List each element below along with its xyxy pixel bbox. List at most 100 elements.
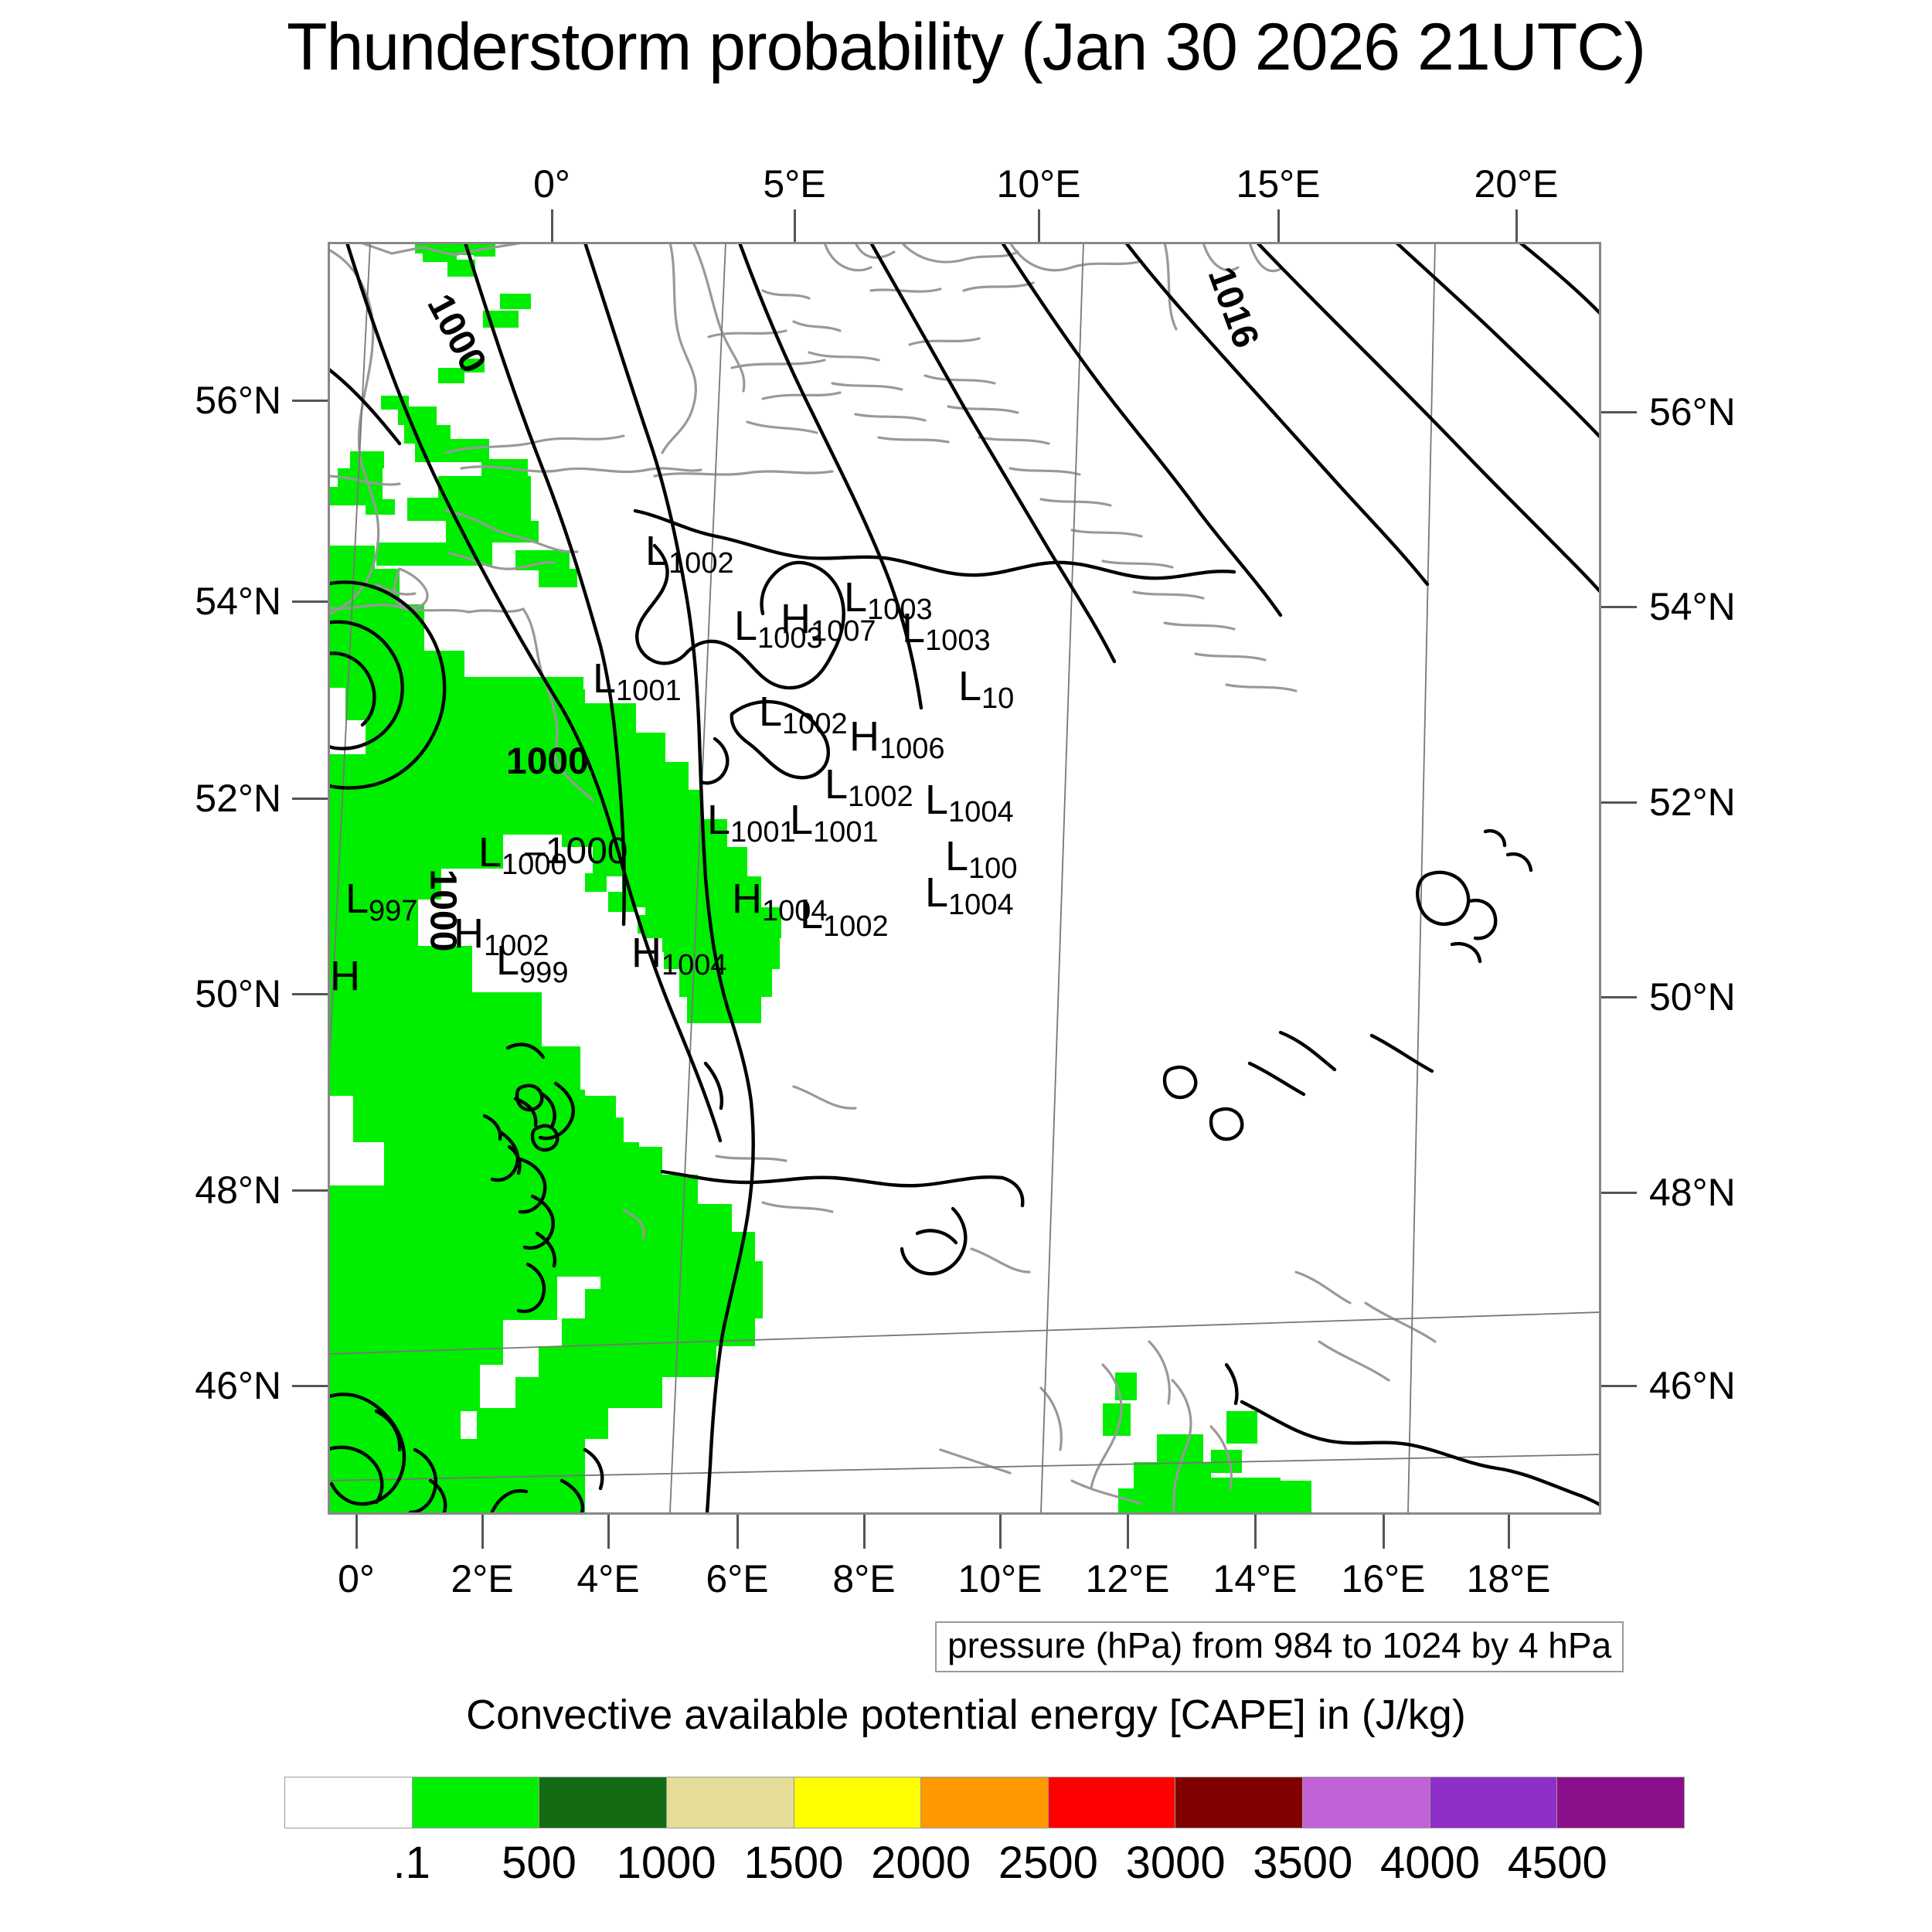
high-pressure-label: H1004 bbox=[732, 876, 828, 927]
low-pressure-label: L1002 bbox=[645, 528, 734, 580]
lat-tick-left: 56°N bbox=[195, 379, 281, 422]
lat-tick-left: 52°N bbox=[195, 777, 281, 820]
lon-tick-top: 0° bbox=[533, 162, 570, 206]
tick-mark bbox=[794, 209, 796, 242]
low-pressure-label: L1004 bbox=[925, 869, 1014, 921]
high-pressure-label: H bbox=[330, 953, 360, 999]
tick-mark bbox=[863, 1515, 866, 1549]
tick-mark bbox=[1127, 1515, 1129, 1549]
lon-tick-bottom: 10°E bbox=[957, 1557, 1043, 1600]
low-pressure-label: L999 bbox=[496, 937, 569, 989]
low-pressure-label: L1003 bbox=[734, 603, 823, 655]
colorbar-caption: Convective available potential energy [C… bbox=[466, 1692, 1466, 1738]
low-pressure-label: L1004 bbox=[925, 777, 1014, 828]
lon-tick-top: 10°E bbox=[996, 162, 1081, 206]
high-pressure-label: H1004 bbox=[631, 930, 727, 981]
coastline-layer bbox=[330, 244, 1437, 1512]
lat-tick-right: 56°N bbox=[1649, 390, 1736, 434]
tick-mark bbox=[1601, 1192, 1637, 1194]
high-pressure-label: H1002 bbox=[454, 910, 549, 962]
pressure-contour-note: pressure (hPa) from 984 to 1024 by 4 hPa bbox=[935, 1621, 1624, 1672]
lon-tick-bottom: 6°E bbox=[706, 1557, 769, 1600]
low-pressure-label: L100 bbox=[945, 833, 1018, 885]
tick-mark bbox=[292, 798, 328, 800]
tick-mark bbox=[1383, 1515, 1385, 1549]
tick-mark bbox=[1601, 606, 1637, 608]
tick-mark bbox=[1601, 801, 1637, 804]
colorbar-tick: 2500 bbox=[998, 1838, 1098, 1888]
colorbar-swatch-3[interactable] bbox=[666, 1777, 794, 1828]
tick-mark bbox=[292, 1189, 328, 1192]
lon-tick-bottom: 8°E bbox=[832, 1557, 896, 1600]
tick-mark bbox=[1601, 1385, 1637, 1387]
isobar-layer bbox=[330, 244, 1599, 1512]
lat-tick-right: 54°N bbox=[1649, 585, 1736, 628]
low-pressure-label: L997 bbox=[345, 876, 418, 927]
colorbar-swatch-5[interactable] bbox=[921, 1777, 1049, 1828]
low-pressure-label: L1001 bbox=[707, 797, 796, 849]
tick-mark bbox=[292, 993, 328, 995]
colorbar-tick: 1000 bbox=[616, 1838, 716, 1888]
lon-tick-top: 15°E bbox=[1236, 162, 1321, 206]
tick-mark bbox=[292, 600, 328, 603]
tick-mark bbox=[1515, 209, 1518, 242]
colorbar-tick: 500 bbox=[502, 1838, 577, 1888]
tick-mark bbox=[292, 1385, 328, 1387]
lon-tick-bottom: 14°E bbox=[1213, 1557, 1298, 1600]
tick-mark bbox=[481, 1515, 484, 1549]
map-plot-area[interactable]: 1000 1016 1000 1000 –1000 L1002 L1003 H100… bbox=[328, 242, 1601, 1515]
colorbar-swatch-2[interactable] bbox=[539, 1777, 667, 1828]
tick-mark bbox=[1038, 209, 1040, 242]
tick-mark bbox=[1508, 1515, 1510, 1549]
low-pressure-label: L1003 bbox=[844, 574, 933, 626]
lat-tick-left: 48°N bbox=[195, 1168, 281, 1212]
tick-mark bbox=[292, 400, 328, 402]
tick-mark bbox=[736, 1515, 739, 1549]
colorbar-tick: 3000 bbox=[1125, 1838, 1226, 1888]
colorbar-tick: .1 bbox=[393, 1838, 430, 1888]
tick-mark bbox=[1601, 996, 1637, 998]
tick-mark bbox=[1277, 209, 1280, 242]
low-pressure-label: L1002 bbox=[800, 891, 889, 943]
lat-tick-left: 46°N bbox=[195, 1364, 281, 1407]
colorbar-swatch-8[interactable] bbox=[1303, 1777, 1430, 1828]
low-pressure-label: L1003 bbox=[902, 605, 991, 657]
colorbar-tick: 1500 bbox=[743, 1838, 844, 1888]
lat-tick-right: 50°N bbox=[1649, 975, 1736, 1019]
colorbar-tick: 2000 bbox=[871, 1838, 971, 1888]
lon-tick-top: 20°E bbox=[1474, 162, 1559, 206]
lon-tick-bottom: 0° bbox=[338, 1557, 375, 1600]
colorbar-tick: 4500 bbox=[1507, 1838, 1607, 1888]
lat-tick-left: 54°N bbox=[195, 580, 281, 623]
high-pressure-label: H1007 bbox=[781, 596, 876, 648]
page-title: Thunderstorm probability (Jan 30 2026 21… bbox=[286, 10, 1646, 84]
colorbar-swatch-6[interactable] bbox=[1048, 1777, 1176, 1828]
lon-tick-bottom: 16°E bbox=[1341, 1557, 1426, 1600]
cape-colorbar[interactable] bbox=[284, 1777, 1685, 1828]
high-pressure-label: H1006 bbox=[849, 713, 945, 765]
colorbar-swatch-1[interactable] bbox=[412, 1777, 540, 1828]
low-pressure-label: L10 bbox=[958, 663, 1015, 715]
tick-mark bbox=[1601, 411, 1637, 413]
lat-tick-right: 52°N bbox=[1649, 781, 1736, 824]
low-pressure-label: L1002 bbox=[825, 761, 913, 813]
tick-mark bbox=[999, 1515, 1002, 1549]
lat-tick-right: 46°N bbox=[1649, 1364, 1736, 1407]
contour-label: 1000 bbox=[506, 741, 589, 782]
lon-tick-top: 5°E bbox=[763, 162, 826, 206]
lon-tick-bottom: 4°E bbox=[577, 1557, 640, 1600]
low-pressure-label: L1001 bbox=[790, 797, 879, 849]
tick-mark bbox=[1254, 1515, 1257, 1549]
low-pressure-label: L1002 bbox=[759, 689, 848, 740]
colorbar-swatch-7[interactable] bbox=[1175, 1777, 1304, 1828]
tick-mark bbox=[551, 209, 553, 242]
colorbar-tick: 3500 bbox=[1253, 1838, 1353, 1888]
colorbar-tick-labels: .1 500 1000 1500 2000 2500 3000 3500 4000 4500 bbox=[284, 1841, 1685, 1895]
colorbar-swatch-4[interactable] bbox=[794, 1777, 922, 1828]
lat-tick-left: 50°N bbox=[195, 972, 281, 1015]
lon-tick-bottom: 2°E bbox=[451, 1557, 514, 1600]
colorbar-swatch-10[interactable] bbox=[1557, 1777, 1685, 1828]
colorbar-swatch-9[interactable] bbox=[1430, 1777, 1558, 1828]
colorbar-swatch-0[interactable] bbox=[285, 1777, 413, 1828]
tick-mark bbox=[355, 1515, 358, 1549]
